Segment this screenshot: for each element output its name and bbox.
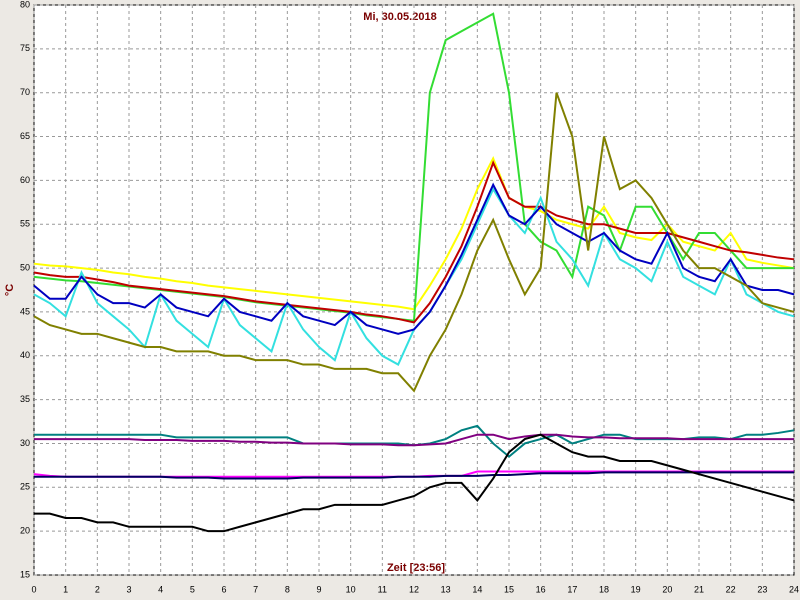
x-tick-label: 6 bbox=[221, 584, 226, 594]
x-tick-label: 9 bbox=[316, 584, 321, 594]
x-tick-label: 22 bbox=[726, 584, 736, 594]
x-tick-label: 21 bbox=[694, 584, 704, 594]
y-tick-label: 20 bbox=[20, 526, 30, 536]
y-tick-label: 30 bbox=[20, 438, 30, 448]
x-tick-label: 7 bbox=[253, 584, 258, 594]
x-tick-label: 17 bbox=[567, 584, 577, 594]
x-tick-label: 18 bbox=[599, 584, 609, 594]
x-tick-label: 3 bbox=[126, 584, 131, 594]
x-tick-label: 15 bbox=[504, 584, 514, 594]
y-tick-label: 25 bbox=[20, 482, 30, 492]
x-tick-label: 23 bbox=[757, 584, 767, 594]
y-tick-label: 45 bbox=[20, 306, 30, 316]
y-tick-label: 65 bbox=[20, 131, 30, 141]
y-tick-label: 50 bbox=[20, 262, 30, 272]
x-tick-label: 5 bbox=[190, 584, 195, 594]
y-tick-label: 55 bbox=[20, 219, 30, 229]
y-tick-label: 15 bbox=[20, 569, 30, 579]
x-tick-label: 19 bbox=[631, 584, 641, 594]
series-line bbox=[34, 471, 794, 480]
x-tick-label: 20 bbox=[662, 584, 672, 594]
chart-title: Mi, 30.05.2018 bbox=[363, 11, 436, 23]
series-line bbox=[34, 433, 794, 447]
series-line bbox=[34, 433, 795, 533]
series-line bbox=[33, 92, 795, 393]
x-tick-label: 13 bbox=[441, 584, 451, 594]
y-tick-label: 75 bbox=[20, 43, 30, 53]
y-tick-label: 60 bbox=[20, 175, 30, 185]
y-axis-label: °C bbox=[4, 284, 16, 296]
x-axis-label: Zeit [23:56] bbox=[387, 562, 445, 574]
x-tick-label: 2 bbox=[95, 584, 100, 594]
x-tick-label: 12 bbox=[409, 584, 419, 594]
x-tick-label: 14 bbox=[472, 584, 482, 594]
x-tick-label: 11 bbox=[378, 584, 387, 594]
series-line bbox=[33, 182, 795, 335]
x-tick-label: 10 bbox=[346, 584, 356, 594]
x-tick-label: 8 bbox=[285, 584, 290, 594]
x-tick-label: 4 bbox=[158, 584, 163, 594]
y-tick-label: 70 bbox=[20, 87, 30, 97]
x-tick-label: 24 bbox=[789, 584, 799, 594]
y-tick-label: 40 bbox=[20, 350, 30, 360]
x-tick-label: 16 bbox=[536, 584, 546, 594]
x-tick-label: 0 bbox=[31, 584, 36, 594]
y-tick-label: 35 bbox=[20, 394, 30, 404]
x-tick-label: 1 bbox=[63, 584, 68, 594]
y-tick-label: 80 bbox=[20, 0, 30, 9]
